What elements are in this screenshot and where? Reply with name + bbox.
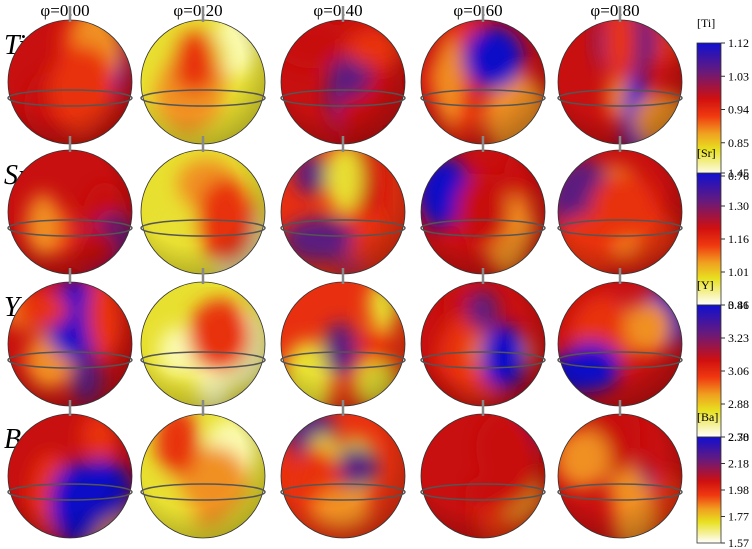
colorbar — [696, 436, 722, 544]
colorbar-tick-label: 1.12 — [728, 36, 749, 50]
sphere-shade — [8, 414, 132, 538]
column-header: φ=0.40 — [313, 1, 362, 20]
sphere — [140, 6, 266, 145]
sphere — [7, 268, 133, 407]
colorbar-tick-label: 3.06 — [728, 364, 749, 378]
sphere — [7, 400, 133, 539]
sphere — [7, 136, 133, 275]
colorbar — [696, 172, 722, 306]
sphere — [420, 400, 546, 539]
sphere — [280, 400, 406, 539]
colorbar-tick-label: 1.30 — [728, 199, 749, 213]
equator — [7, 483, 133, 501]
equator — [7, 219, 133, 237]
equator — [140, 219, 266, 237]
sphere-shade — [281, 150, 405, 274]
colorbar-tick-label: 1.57 — [728, 536, 749, 549]
sphere — [557, 268, 683, 407]
colorbar-tick-label: 0.94 — [728, 103, 749, 117]
colorbar-tick-label: 2.18 — [728, 457, 749, 471]
equator — [140, 483, 266, 501]
column-header: φ=0.00 — [40, 1, 89, 20]
sphere — [140, 136, 266, 275]
colorbar-title: [Ba] — [697, 410, 718, 424]
equator — [557, 351, 683, 369]
equator — [280, 219, 406, 237]
colorbar-title: [Sr] — [697, 146, 716, 160]
colorbar-tick-label: 3.41 — [728, 298, 749, 312]
equator — [140, 351, 266, 369]
sphere-shade — [281, 414, 405, 538]
sphere — [420, 268, 546, 407]
sphere — [420, 136, 546, 275]
sphere — [420, 6, 546, 145]
colorbar-tick-label: 0.76 — [728, 169, 749, 183]
colorbar-tick-label: 0.85 — [728, 136, 749, 150]
sphere-shade — [8, 282, 132, 406]
sphere-shade — [421, 150, 545, 274]
column-header: φ=0.60 — [453, 1, 502, 20]
equator — [420, 351, 546, 369]
equator — [140, 89, 266, 107]
sphere-shade — [558, 20, 682, 144]
sphere-shade — [558, 150, 682, 274]
sphere-shade — [8, 20, 132, 144]
equator — [420, 219, 546, 237]
colorbar-tick-label: 1.45 — [728, 166, 749, 180]
sphere-shade — [8, 150, 132, 274]
equator — [280, 483, 406, 501]
sphere-shade — [558, 414, 682, 538]
sphere — [280, 136, 406, 275]
equator — [420, 89, 546, 107]
colorbar-title: [Y] — [697, 278, 714, 292]
sphere-shade — [141, 20, 265, 144]
sphere — [557, 6, 683, 145]
sphere — [7, 6, 133, 145]
sphere — [280, 268, 406, 407]
equator — [557, 219, 683, 237]
sphere-shade — [421, 282, 545, 406]
colorbar — [696, 42, 722, 177]
sphere-shade — [141, 282, 265, 406]
colorbar-title: [Ti] — [697, 16, 715, 30]
sphere-shade — [558, 282, 682, 406]
colorbar — [696, 304, 722, 438]
colorbar-tick-label: 1.03 — [728, 69, 749, 83]
sphere-shade — [421, 20, 545, 144]
sphere-shade — [141, 414, 265, 538]
colorbar-tick-label: 0.86 — [728, 298, 749, 312]
equator — [420, 483, 546, 501]
column-header: φ=0.20 — [173, 1, 222, 20]
column-header: φ=0.80 — [590, 1, 639, 20]
equator — [7, 351, 133, 369]
sphere-shade — [281, 20, 405, 144]
sphere — [140, 268, 266, 407]
equator — [7, 89, 133, 107]
colorbar-tick-label: 3.23 — [728, 331, 749, 345]
colorbar-tick-label: 2.70 — [728, 430, 749, 444]
equator — [280, 351, 406, 369]
sphere — [557, 400, 683, 539]
equator — [280, 89, 406, 107]
sphere-shade — [281, 282, 405, 406]
colorbar-tick-label: 1.01 — [728, 265, 749, 279]
colorbar-tick-label: 1.77 — [728, 510, 749, 524]
sphere — [140, 400, 266, 539]
sphere-shade — [141, 150, 265, 274]
colorbar-tick-label: 1.16 — [728, 232, 749, 246]
colorbar-tick-label: 1.98 — [728, 483, 749, 497]
colorbar-tick-label: 2.88 — [728, 397, 749, 411]
sphere — [557, 136, 683, 275]
colorbar-tick-label: 2.38 — [728, 430, 749, 444]
equator — [557, 89, 683, 107]
equator — [557, 483, 683, 501]
sphere-shade — [421, 414, 545, 538]
